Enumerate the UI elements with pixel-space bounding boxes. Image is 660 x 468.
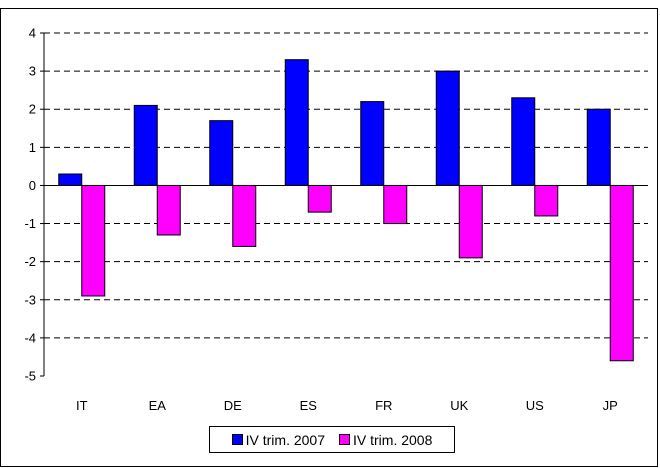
y-tick-label: -2	[24, 254, 36, 269]
y-tick-label: 4	[29, 26, 36, 41]
legend-item-series-2: IV trim. 2008	[339, 432, 432, 448]
y-tick-label: 0	[29, 178, 36, 193]
bar-ea-series-2	[156, 184, 181, 236]
x-tick-label: DE	[224, 398, 242, 413]
x-tick-label: JP	[603, 398, 618, 413]
y-tick-label: -4	[24, 330, 36, 345]
bars	[58, 59, 634, 362]
bar-de-series-1	[209, 120, 234, 186]
bar-de-series-2	[232, 184, 257, 247]
bar-fr-series-2	[383, 184, 408, 225]
x-tick-label: UK	[450, 398, 468, 413]
bar-uk-series-1	[435, 70, 460, 186]
legend-swatch-series-1	[231, 434, 243, 445]
legend-swatch-series-2	[339, 434, 350, 445]
x-tick-label: EA	[149, 398, 167, 413]
x-tick-label: FR	[375, 398, 392, 413]
bar-es-series-1	[284, 59, 309, 186]
legend: IV trim. 2007 IV trim. 2008	[209, 426, 455, 453]
bar-jp-series-1	[586, 108, 611, 186]
y-tick-label: -5	[24, 369, 36, 384]
x-tick-label: US	[526, 398, 544, 413]
bar-ea-series-1	[133, 104, 158, 186]
x-tick-label: IT	[76, 398, 88, 413]
axes: 4 3 2 1 0 -1 -2 -3 -4 -5 IT EA DE ES FR UK US JP	[24, 26, 648, 413]
y-tick-label: 3	[29, 64, 36, 79]
bar-fr-series-1	[360, 101, 385, 186]
legend-label-series-1: IV trim. 2007	[245, 431, 325, 448]
y-tick-label: -1	[24, 216, 36, 231]
y-tick-label: -3	[24, 292, 36, 307]
bar-us-series-1	[511, 97, 536, 186]
bar-jp-series-2	[609, 184, 634, 362]
bar-uk-series-2	[458, 184, 483, 259]
legend-item-series-1: IV trim. 2007	[231, 431, 325, 448]
x-tick-label: ES	[300, 398, 318, 413]
bar-it-series-1	[58, 173, 83, 186]
bar-it-series-2	[81, 184, 106, 297]
bar-es-series-2	[307, 184, 332, 213]
chart-frame	[0, 8, 658, 467]
bar-us-series-2	[534, 184, 559, 217]
y-tick-label: 2	[29, 102, 36, 117]
y-tick-label: 1	[29, 140, 36, 155]
legend-label-series-2: IV trim. 2008	[353, 431, 433, 448]
